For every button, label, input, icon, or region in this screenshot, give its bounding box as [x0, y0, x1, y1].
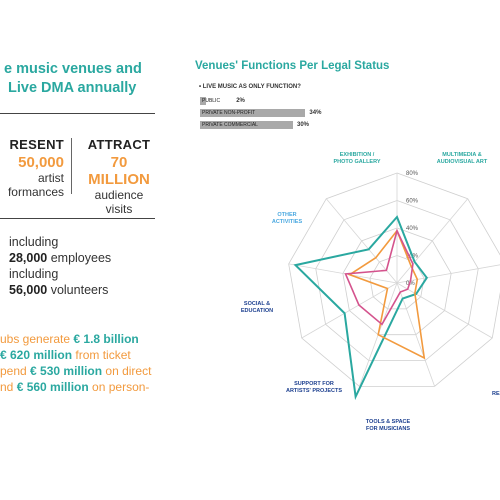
stat-attract-heading: ATTRACT — [87, 137, 151, 152]
radar-axis-label-line: SOCIAL & — [244, 301, 270, 307]
headline-line-1: e music venues and — [4, 61, 142, 77]
bar-value-label: 34% — [309, 110, 322, 116]
finance-line-3-amount: € 530 million — [30, 364, 103, 378]
stat-attract-line-1: audience — [94, 188, 144, 202]
bar-row: PRIVATE NON-PROFIT 34% — [200, 109, 321, 117]
stat-present-value: 50,000 — [18, 154, 64, 171]
employees-count: 28,000 — [9, 251, 48, 265]
headline-line-2: Live DMA annually — [8, 80, 137, 96]
finance-line-3: pend € 530 million on direct — [0, 363, 180, 379]
radar-axis-label-line: AUDIOVISUAL ART — [437, 159, 488, 165]
bar-value-label: 2% — [236, 98, 245, 104]
radar-spoke — [396, 282, 435, 387]
radar-tick-label: 60% — [406, 199, 419, 205]
stat-present: RESENT 50,000 artist formances — [0, 137, 64, 199]
stat-attract-value: 70 MILLION — [88, 154, 150, 188]
employees-suffix: employees — [47, 251, 112, 265]
employment-volunteers-line: 56,000 volunteers — [9, 282, 111, 298]
bar-row: PUBLIC 2% — [200, 97, 245, 105]
radar-axis-label: MULTIMEDIA & AUDIOVISUAL ART — [437, 152, 488, 165]
finance-line-1: ubs generate € 1.8 billion — [0, 331, 180, 347]
bar-category-label: PRIVATE COMMERCIAL — [202, 122, 258, 128]
finance-line-4-text-a: nd — [0, 380, 17, 394]
radar-axis-label-line: ARTISTS' PROJECTS — [286, 388, 342, 394]
stat-present-line-1: artist — [37, 171, 64, 185]
radar-axis-label: TOOLS & SPACE FOR MUSICIANS — [366, 419, 411, 432]
bar-category-label: PUBLIC — [202, 98, 221, 104]
radar-axis-label: SOCIAL & EDUCATION — [241, 301, 273, 314]
radar-spoke — [301, 282, 398, 339]
finance-line-3-text-a: pend — [0, 364, 31, 378]
radar-series-line — [347, 229, 426, 360]
volunteers-count: 56,000 — [9, 283, 48, 297]
radar-spoke — [396, 264, 500, 284]
divider-top — [0, 113, 155, 114]
radar-axis-label: SUPPORT FOR ARTISTS' PROJECTS — [286, 381, 342, 394]
finance-line-4-text-b: on person- — [88, 380, 150, 394]
finance-line-1-amount: € 1.8 billion — [73, 332, 139, 346]
radar-axis-label-line: EXHIBITION / — [340, 152, 375, 158]
bar: PRIVATE COMMERCIAL — [200, 121, 293, 129]
employment-block: including 28,000 employees including 56,… — [9, 234, 111, 298]
bar-category-label: PRIVATE NON-PROFIT — [202, 110, 256, 116]
radar-axis-label: EXHIBITION / PHOTO GALLERY — [333, 152, 380, 165]
radar-axis-label: RES — [492, 391, 500, 397]
radar-grid-ring — [342, 227, 452, 336]
finance-line-4-amount: € 560 million — [16, 380, 89, 394]
radar-axis-label-line: ACTIVITIES — [272, 219, 303, 225]
employment-including-1: including — [9, 235, 59, 249]
chart-title: Venues' Functions Per Legal Status — [195, 60, 390, 72]
finance-line-3-text-b: on direct — [102, 364, 152, 378]
employment-including-2: including — [9, 267, 59, 281]
radar-axis-label-line: MULTIMEDIA & — [442, 152, 481, 158]
radar-grid-ring — [288, 172, 500, 387]
radar-series-line — [344, 228, 414, 326]
finance-line-2-amount: € 620 million — [0, 348, 73, 362]
radar-spoke — [396, 198, 469, 284]
finance-line-2: € 620 million from ticket — [0, 347, 180, 363]
radar-tick-label: 40% — [406, 226, 419, 232]
finance-line-1-text: ubs generate — [0, 332, 74, 346]
radar-spoke — [288, 263, 398, 284]
radar-axis-label-line: RES — [492, 391, 500, 397]
radar-axis-label: OTHER ACTIVITIES — [272, 212, 303, 225]
radar-axis-label-line: TOOLS & SPACE — [366, 419, 411, 425]
radar-tick-label: 0% — [406, 281, 415, 287]
stat-present-line-2: formances — [7, 185, 64, 199]
bar: PRIVATE NON-PROFIT — [200, 109, 306, 117]
radar-tick-label: 80% — [406, 171, 419, 177]
radar-grid-ring — [315, 200, 479, 361]
bar-chart-subtitle: • LIVE MUSIC AS ONLY FUNCTION? — [199, 84, 301, 90]
radar-axis-label-line: OTHER — [277, 212, 296, 218]
radar-axis-label-line: EDUCATION — [241, 308, 273, 314]
divider-middle — [0, 218, 155, 219]
stat-attract-line-2: visits — [105, 202, 133, 216]
volunteers-suffix: volunteers — [47, 283, 109, 297]
bar-row: PRIVATE COMMERCIAL 30% — [200, 121, 309, 129]
radar-spoke — [396, 282, 493, 339]
finance-line-2-text: from ticket — [72, 348, 131, 362]
radar-spoke — [325, 198, 398, 284]
stat-present-heading: RESENT — [9, 137, 64, 152]
radar-series-line — [293, 215, 429, 401]
stat-attract: ATTRACT 70 MILLION audience visits — [78, 137, 160, 216]
finance-block: ubs generate € 1.8 billion € 620 million… — [0, 331, 180, 395]
bar-value-label: 30% — [297, 122, 310, 128]
bar: PUBLIC — [200, 97, 220, 105]
employment-employees-line: 28,000 employees — [9, 250, 111, 266]
stat-divider — [71, 138, 72, 194]
radar-axis-label-line: FOR MUSICIANS — [366, 426, 410, 432]
finance-line-4: nd € 560 million on person- — [0, 379, 180, 395]
radar-axis-label-line: SUPPORT FOR — [294, 381, 334, 387]
radar-axis-label-line: PHOTO GALLERY — [333, 159, 380, 165]
